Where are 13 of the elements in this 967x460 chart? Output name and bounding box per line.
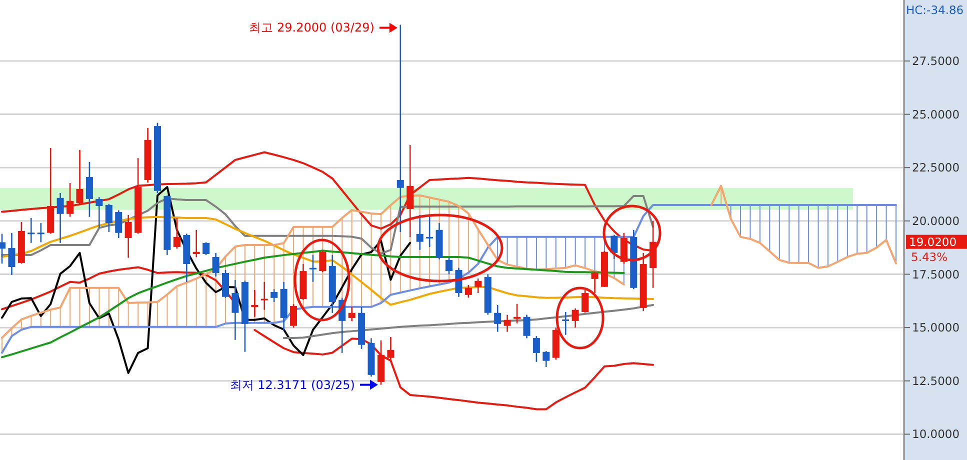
y-tick-label: 10.0000: [912, 427, 960, 442]
y-tick-label: 20.0000: [912, 214, 960, 228]
annotation: 최저 12.3171 (03/25): [230, 378, 355, 392]
annotation: 최고 29.2000 (03/29): [249, 20, 374, 35]
y-tick-label: 17.5000: [912, 267, 960, 282]
text: HC:-34.86: [906, 3, 964, 17]
y-tick-label: 15.0000: [912, 320, 960, 335]
text: 5.43%: [911, 250, 948, 264]
price-tag: 19.0200: [906, 234, 967, 249]
y-tick-label: 22.5000: [912, 160, 960, 175]
y-tick-label: 12.5000: [912, 374, 960, 388]
y-tick-label: 25.0000: [912, 107, 960, 122]
y-tick-label: 27.5000: [912, 54, 960, 68]
